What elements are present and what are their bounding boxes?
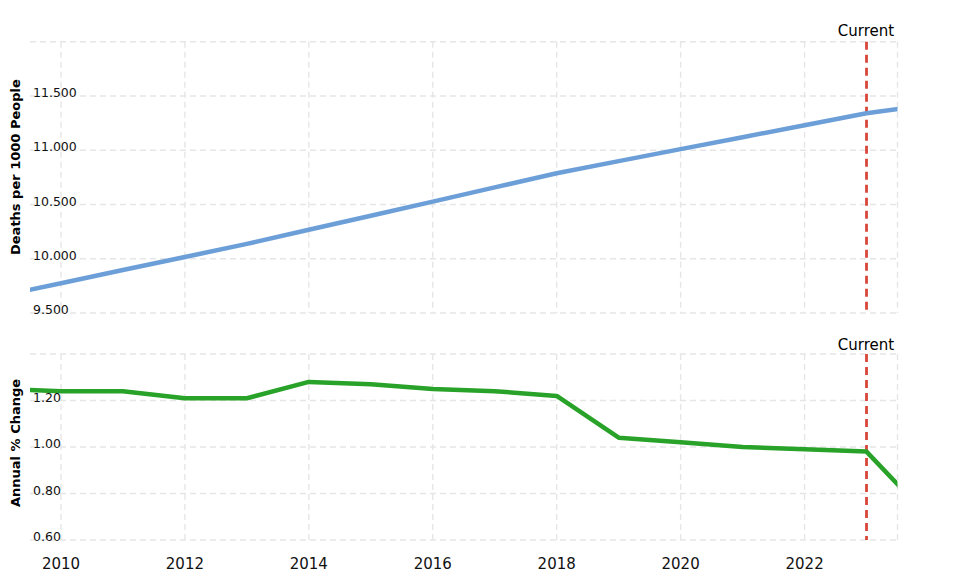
current-marker-label-top: Current <box>838 22 894 40</box>
y-tick-label: 1.20 <box>33 390 61 405</box>
current-marker-label-bottom: Current <box>838 336 894 354</box>
y-tick-label: 11.500 <box>33 85 77 100</box>
top-y-axis-title: Deaths per 1000 People <box>8 79 23 255</box>
x-tick-label: 2012 <box>166 555 204 573</box>
x-tick-label: 2020 <box>662 555 700 573</box>
x-tick-label: 2010 <box>42 555 80 573</box>
y-tick-label: 10.500 <box>33 194 77 209</box>
y-tick-label: 10.000 <box>33 248 77 263</box>
x-tick-label: 2014 <box>290 555 328 573</box>
y-tick-label: 1.00 <box>33 436 61 451</box>
death-rate-chart: 9.500 10.000 10.500 11.000 11.500 0.60 0.80 1.0… <box>0 0 978 578</box>
y-tick-label: 11.000 <box>33 139 77 154</box>
x-tick-label: 2018 <box>538 555 576 573</box>
y-tick-label: 0.80 <box>33 483 61 498</box>
y-tick-label: 9.500 <box>33 302 69 317</box>
x-tick-label: 2022 <box>786 555 824 573</box>
x-tick-label: 2016 <box>414 555 452 573</box>
death-rate-line <box>0 105 929 297</box>
charts-canvas[interactable]: 9.500 10.000 10.500 11.000 11.500 0.60 0.80 1.0… <box>0 0 978 578</box>
annual-change-line <box>0 382 929 517</box>
y-tick-label: 0.60 <box>33 529 61 544</box>
bottom-y-axis-title: Annual % Change <box>8 379 23 507</box>
